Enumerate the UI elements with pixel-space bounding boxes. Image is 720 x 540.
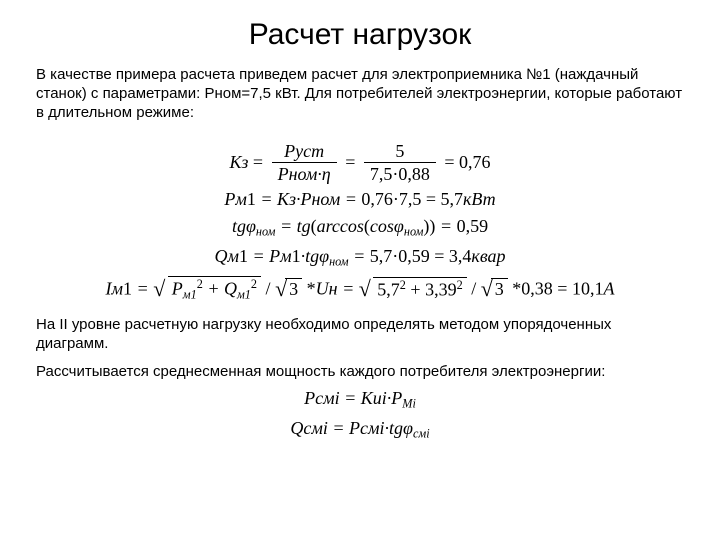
eq5-sqrt-2: √ 5,72 + 3,392 — [359, 276, 467, 302]
equation-5: Iм1 = √ Pм12 + Qм12 / √3 *Uн = √ 5,72 + … — [36, 276, 684, 302]
eq1-frac2-den: 7,5·0,88 — [364, 163, 436, 183]
intro-paragraph: В качестве примера расчета приведем расч… — [36, 66, 684, 122]
eq5-lhs: Iм1 = — [106, 278, 154, 298]
eq1-equals-1: = — [253, 152, 268, 172]
page-title: Расчет нагрузок — [36, 18, 684, 52]
eq5-sqrt-3a: √3 — [275, 276, 302, 302]
eq6-text: Pсмi = Kиi·PМi — [304, 388, 416, 408]
eq4-text: Qм1 = Pм1·tgφном = 5,7·0,59 = 3,4квар — [214, 246, 505, 266]
eq2-text: Pм1 = Кз·Pном = 0,76·7,5 = 5,7кВт — [224, 189, 495, 209]
eq1-lhs: Кз — [229, 152, 248, 172]
eq1-frac-2: 5 7,5·0,88 — [364, 142, 436, 183]
equation-2: Pм1 = Кз·Pном = 0,76·7,5 = 5,7кВт — [36, 189, 684, 210]
mid-paragraph-1: На II уровне расчетную нагрузку необходи… — [36, 316, 684, 354]
eq3-text: tgφном = tg(arccos(cosφном)) = 0,59 — [232, 216, 488, 236]
eq5-sqrt-3b: √3 — [481, 276, 508, 302]
eq5-star-un: *Uн = — [307, 278, 359, 298]
slide-page: Расчет нагрузок В качестве примера расче… — [0, 0, 720, 540]
equation-7: Qсмi = Pсмi·tgφсмi — [36, 418, 684, 442]
eq5-div-1: / — [266, 278, 276, 298]
equation-6: Pсмi = Kиi·PМi — [36, 388, 684, 412]
eq1-rhs: 0,76 — [459, 152, 491, 172]
equation-block-1: Кз = Pуст Pном·η = 5 7,5·0,88 = 0,76 Pм1… — [36, 132, 684, 316]
eq5-tail: *0,38 = 10,1А — [512, 278, 614, 298]
eq1-equals-3: = — [444, 152, 459, 172]
eq1-frac1-den: Pном·η — [272, 163, 337, 183]
eq1-equals-2: = — [345, 152, 360, 172]
eq7-text: Qсмi = Pсмi·tgφсмi — [290, 418, 429, 438]
equation-3: tgφном = tg(arccos(cosφном)) = 0,59 — [36, 216, 684, 240]
equation-block-2: Pсмi = Kиi·PМi Qсмi = Pсмi·tgφсмi — [36, 388, 684, 455]
mid-paragraph-2: Рассчитывается среднесменная мощность ка… — [36, 363, 684, 382]
eq5-sqrt-1: √ Pм12 + Qм12 — [153, 276, 261, 302]
eq5-div-2: / — [471, 278, 481, 298]
eq1-frac2-num: 5 — [364, 142, 436, 163]
eq1-frac1-num: Pуст — [272, 142, 337, 163]
equation-1: Кз = Pуст Pном·η = 5 7,5·0,88 = 0,76 — [36, 142, 684, 183]
equation-4: Qм1 = Pм1·tgφном = 5,7·0,59 = 3,4квар — [36, 246, 684, 270]
eq1-frac-1: Pуст Pном·η — [272, 142, 337, 183]
